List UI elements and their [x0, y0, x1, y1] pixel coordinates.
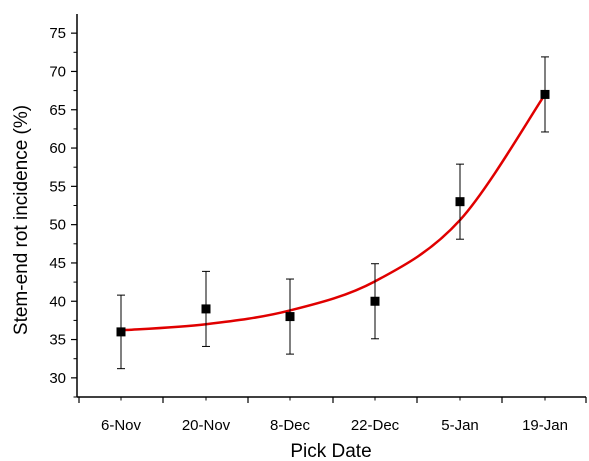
data-point	[201, 304, 211, 314]
y-tick-label: 60	[49, 140, 66, 157]
data-point	[540, 89, 550, 99]
y-tick-label: 70	[49, 63, 66, 80]
x-ticks: 6-Nov 20-Nov 8-Dec 22-Dec 5-Jan 19-Jan	[78, 397, 587, 434]
x-tick-label: 20-Nov	[182, 417, 231, 434]
y-axis-title: Stem-end rot incidence (%)	[11, 105, 32, 335]
y-tick-label: 75	[49, 25, 66, 42]
y-tick-label: 40	[49, 293, 66, 310]
data-point	[285, 312, 295, 322]
x-tick-label: 19-Jan	[522, 417, 568, 434]
y-tick-label: 30	[49, 370, 66, 387]
y-tick-label: 45	[49, 255, 66, 272]
data-point	[455, 197, 465, 207]
y-tick-label: 65	[49, 102, 66, 119]
plot-frame	[76, 14, 586, 398]
y-tick-label: 35	[49, 332, 66, 349]
y-ticks: 30 35 40 45 50 55 60 65 70 75	[49, 25, 77, 398]
x-tick-label: 5-Jan	[441, 417, 479, 434]
fit-curve	[120, 93, 547, 332]
x-tick-label: 22-Dec	[351, 417, 400, 434]
y-tick-label: 50	[49, 217, 66, 234]
y-tick-label: 55	[49, 178, 66, 195]
data-layer	[116, 56, 550, 370]
fit-layer	[120, 93, 547, 332]
data-point	[116, 327, 126, 337]
x-tick-label: 6-Nov	[101, 417, 142, 434]
x-tick-label: 8-Dec	[270, 417, 311, 434]
data-point	[370, 296, 380, 306]
x-axis-title: Pick Date	[290, 441, 371, 461]
